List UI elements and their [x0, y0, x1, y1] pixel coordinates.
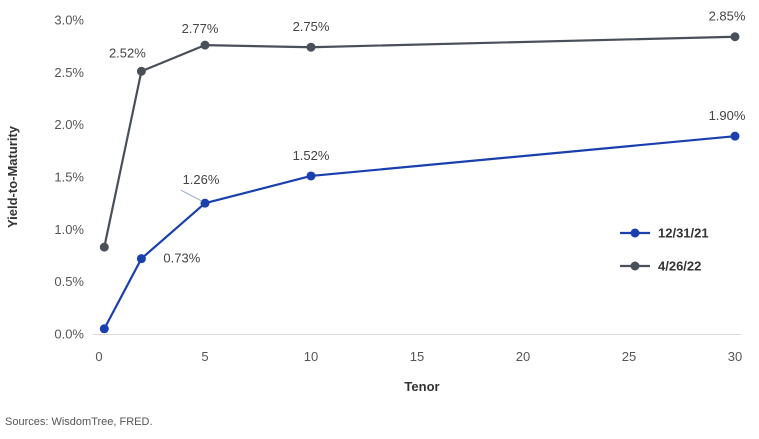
y-tick-label: 2.0%	[54, 117, 84, 132]
x-tick-label: 15	[410, 349, 424, 364]
data-label: 2.52%	[109, 45, 146, 60]
data-labels: 0.73% 1.26% 1.52% 1.90% 2.52% 2.77% 2.75% 2.85%	[109, 9, 746, 266]
series-1-point	[136, 66, 146, 76]
series-0-point	[136, 254, 146, 264]
y-axis-title: Yield-to-Maturity	[5, 125, 20, 228]
label-leader-line	[180, 189, 203, 202]
data-label: 2.75%	[293, 19, 330, 34]
legend-swatch-marker	[630, 228, 640, 238]
x-tick-label: 30	[728, 349, 742, 364]
data-label: 1.52%	[293, 148, 330, 163]
x-tick-label: 25	[622, 349, 636, 364]
x-tick-label: 5	[201, 349, 208, 364]
series-1-point	[730, 32, 740, 42]
series-1-point	[99, 242, 109, 252]
legend-swatch-marker	[630, 261, 640, 271]
y-tick-label: 3.0%	[54, 13, 84, 28]
x-tick-label: 10	[304, 349, 318, 364]
series-0-point	[730, 131, 740, 141]
data-label: 1.26%	[183, 172, 220, 187]
y-tick-label: 1.5%	[54, 170, 84, 185]
series-0-point	[99, 324, 109, 334]
series-0-point	[306, 171, 316, 181]
y-tick-label: 1.0%	[54, 222, 84, 237]
source-note: Sources: WisdomTree, FRED.	[5, 416, 153, 428]
y-tick-label: 0.5%	[54, 274, 84, 289]
y-tick-label: 0.0%	[54, 327, 84, 342]
series-layer	[99, 32, 740, 334]
axes: 0.0% 0.5% 1.0% 1.5% 2.0% 2.5% 3.0% 0 5 10 15 20 25 30…	[5, 13, 742, 395]
series-1-point	[200, 40, 210, 50]
x-axis-title: Tenor	[404, 379, 439, 394]
series-1-point	[306, 42, 316, 52]
legend-label: 12/31/21	[658, 226, 709, 241]
yield-curve-chart: 0.0% 0.5% 1.0% 1.5% 2.0% 2.5% 3.0% 0 5 10 15 20 25 30…	[5, 9, 746, 395]
x-tick-label: 20	[516, 349, 530, 364]
legend: 12/31/21 4/26/22	[620, 226, 709, 274]
x-tick-label: 0	[95, 349, 102, 364]
legend-label: 4/26/22	[658, 259, 701, 274]
y-tick-label: 2.5%	[54, 65, 84, 80]
data-label: 0.73%	[163, 251, 200, 266]
data-label: 2.85%	[709, 9, 746, 24]
data-label: 2.77%	[182, 21, 219, 36]
data-label: 1.90%	[709, 108, 746, 123]
series-line-1	[103, 35, 736, 248]
series-0-point	[200, 198, 210, 208]
